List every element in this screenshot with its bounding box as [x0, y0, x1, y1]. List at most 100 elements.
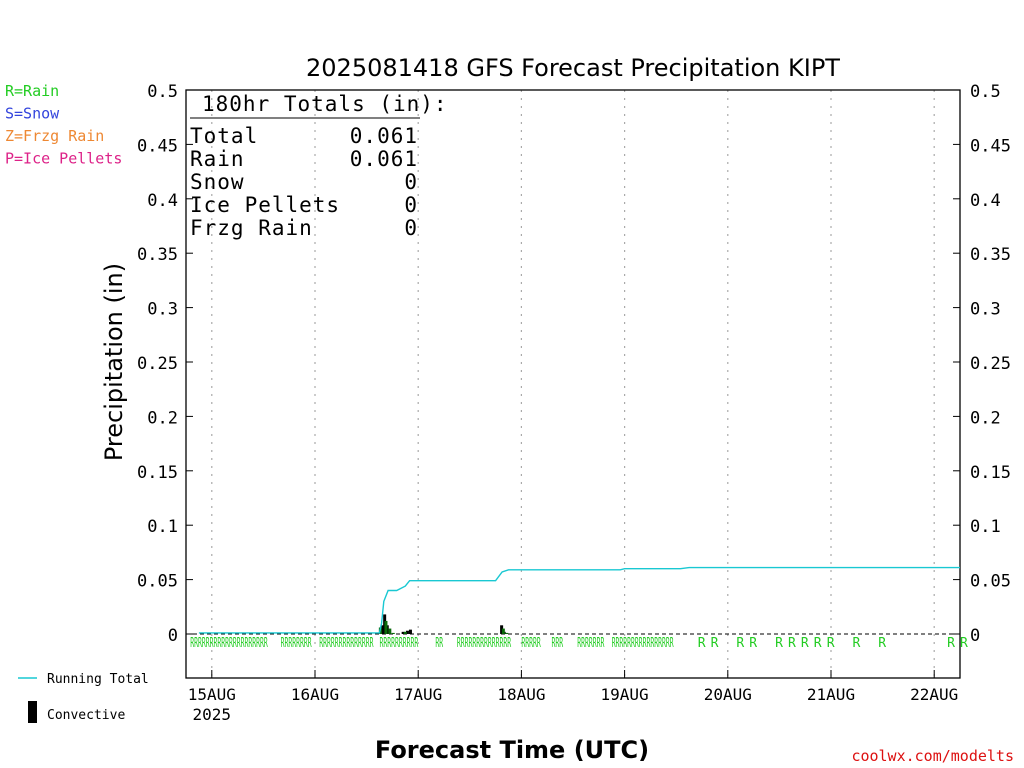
- x-tick-label: 20AUG: [704, 685, 752, 704]
- ptype-mark: R: [775, 636, 783, 651]
- y-tick-label: 0.4: [970, 191, 1001, 211]
- ptype-mark: R: [698, 636, 706, 651]
- totals-heading: 180hr Totals (in):: [202, 92, 448, 116]
- y-axis-right: 0 0.05 0.1 0.15 0.2 0.25 0.3 0.35 0.4 0.45 0.5: [953, 82, 1011, 646]
- x-axis: 15AUG 16AUG 17AUG 18AUG 19AUG 20AUG 21AUG 22AUG…: [188, 670, 958, 724]
- precip-bar: [500, 625, 504, 634]
- precip-bar: [408, 629, 412, 634]
- x-tick-label: 19AUG: [601, 685, 649, 704]
- y-tick-label: 0.3: [970, 300, 1001, 320]
- ptype-legend-item: R=Rain: [5, 82, 59, 100]
- x-year-label: 2025: [193, 705, 232, 724]
- precip-bar: [505, 632, 509, 634]
- ptype-mark: R: [788, 636, 796, 651]
- y-tick-label: 0.45: [970, 136, 1011, 156]
- y-tick-label: 0.05: [137, 572, 178, 592]
- ptype-mark: RRRRRRRRRR: [380, 636, 419, 651]
- x-tick-label: 22AUG: [910, 685, 958, 704]
- totals-value: 0: [404, 170, 418, 194]
- y-tick-label: 0.5: [147, 82, 178, 102]
- series-legend: Running Total Convective: [18, 672, 149, 723]
- credit-text: coolwx.com/modelts: [851, 747, 1014, 765]
- x-tick-label: 21AUG: [807, 685, 855, 704]
- ptype-mark: RR: [435, 636, 443, 651]
- plot-frame: [185, 89, 961, 679]
- ptype-mark: R: [711, 636, 719, 651]
- ptype-mark: R: [827, 636, 835, 651]
- ptype-mark: RRRRRRR: [577, 636, 604, 651]
- totals-box: 180hr Totals (in): Total 0.061 Rain 0.061 Sno…: [190, 92, 448, 240]
- ptype-mark: R: [814, 636, 822, 651]
- y-tick-label: 0.35: [137, 245, 178, 265]
- y-tick-label: 0.45: [137, 136, 178, 156]
- running-total-line: [198, 566, 960, 634]
- x-tick-label: 18AUG: [497, 685, 545, 704]
- totals-label: Total: [190, 124, 258, 148]
- y-tick-label: 0.1: [147, 517, 178, 537]
- ptype-legend-item: P=Ice Pellets: [5, 150, 122, 168]
- ptype-mark: RRRRRRRRRRRRRRRR: [612, 636, 674, 651]
- totals-value: 0.061: [350, 124, 418, 148]
- y-tick-label: 0.4: [147, 191, 178, 211]
- y-tick-label: 0: [168, 626, 178, 646]
- totals-label: Ice Pellets: [190, 193, 340, 217]
- y-tick-label: 0.3: [147, 300, 178, 320]
- precip-bar: [501, 628, 505, 634]
- series-legend-item: Running Total: [47, 672, 149, 687]
- y-tick-label: 0.35: [970, 245, 1011, 265]
- precip-bars: [378, 614, 509, 634]
- precip-bar: [401, 631, 405, 634]
- ptype-mark: R: [736, 636, 744, 651]
- ptype-mark: RRRRR: [521, 636, 540, 651]
- precip-bar: [403, 631, 407, 634]
- ptype-mark: RRRRRRRRRR: [229, 636, 268, 651]
- totals-label: Frzg Rain: [190, 216, 313, 240]
- y-axis-left: 0 0.05 0.1 0.15 0.2 0.25 0.3 0.35 0.4 0.45 0.5: [137, 82, 193, 646]
- y-tick-label: 0.25: [970, 354, 1011, 374]
- totals-value: 0: [404, 193, 418, 217]
- x-tick-label: 17AUG: [394, 685, 442, 704]
- ptype-mark: RRR: [552, 636, 564, 651]
- series-legend-item: Convective: [47, 708, 125, 723]
- ptype-mark: R: [853, 636, 861, 651]
- y-tick-label: 0.1: [970, 517, 1001, 537]
- grid-lines: [211, 90, 935, 678]
- totals-value: 0.061: [350, 147, 418, 171]
- legend-bar-swatch: [28, 701, 37, 723]
- ptype-legend-item: Z=Frzg Rain: [5, 127, 104, 145]
- ptype-mark: R: [749, 636, 757, 651]
- ptype-mark: R: [947, 636, 955, 651]
- totals-label: Rain: [190, 147, 245, 171]
- ptype-row: RRRRRRRRRR RRRRRRRRRR RRRRRRRR RRRRRRRRRRRR…: [190, 636, 968, 651]
- totals-label: Snow: [190, 170, 245, 194]
- y-tick-label: 0.25: [137, 354, 178, 374]
- precip-bar: [388, 628, 392, 634]
- chart-title: 2025081418 GFS Forecast Precipitation KI…: [306, 54, 840, 82]
- x-tick-label: 15AUG: [188, 685, 236, 704]
- y-tick-label: 0.2: [970, 408, 1001, 428]
- precip-bar: [384, 620, 388, 634]
- ptype-mark: RRRRRRRR: [281, 636, 312, 651]
- precip-bar: [405, 630, 409, 634]
- totals-value: 0: [404, 216, 418, 240]
- y-tick-label: 0.05: [970, 572, 1011, 592]
- y-tick-label: 0.2: [147, 408, 178, 428]
- ptype-legend-item: S=Snow: [5, 105, 60, 123]
- ptype-mark: R: [801, 636, 809, 651]
- y-tick-label: 0.15: [137, 463, 178, 483]
- ptype-mark: RRRRRRRRRR: [190, 636, 229, 651]
- ptype-mark: RRRRRRRRRRRRRR: [319, 636, 373, 651]
- ptype-mark: R: [960, 636, 968, 651]
- y-axis-label: Precipitation (in): [100, 263, 128, 461]
- precip-bar: [380, 625, 384, 634]
- ptype-mark: RRRRRRRRRRRRRR: [457, 636, 511, 651]
- x-axis-label: Forecast Time (UTC): [375, 736, 649, 764]
- y-tick-label: 0.15: [970, 463, 1011, 483]
- y-tick-label: 0: [970, 626, 980, 646]
- y-tick-label: 0.5: [970, 82, 1001, 102]
- precip-bar: [391, 632, 395, 634]
- ptype-mark: R: [878, 636, 886, 651]
- ptype-legend: R=Rain S=Snow Z=Frzg Rain P=Ice Pellets: [5, 82, 122, 168]
- x-tick-label: 16AUG: [291, 685, 339, 704]
